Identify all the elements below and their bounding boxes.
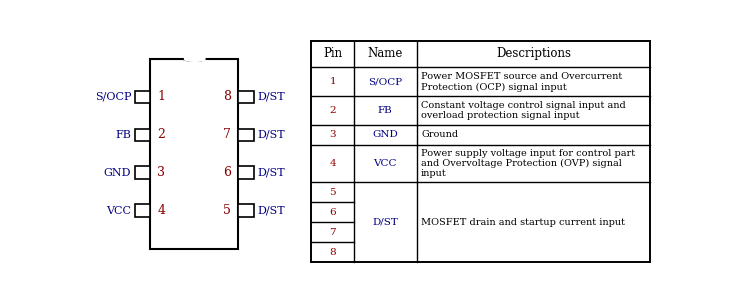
Text: 6: 6 (223, 166, 231, 179)
Text: 3: 3 (330, 130, 336, 140)
Text: VCC: VCC (373, 159, 397, 168)
Text: 3: 3 (157, 166, 165, 179)
Text: Pin: Pin (323, 47, 342, 60)
Text: D/ST: D/ST (373, 218, 398, 227)
Text: S/OCP: S/OCP (95, 92, 131, 102)
Text: Name: Name (367, 47, 403, 60)
Text: 4: 4 (330, 159, 336, 168)
Text: D/ST: D/ST (257, 206, 285, 216)
Text: S/OCP: S/OCP (368, 77, 402, 86)
Text: 2: 2 (330, 106, 336, 115)
Text: 8: 8 (223, 91, 231, 103)
Text: Ground: Ground (421, 130, 459, 140)
Bar (238, 91, 254, 103)
Text: 1: 1 (157, 91, 165, 103)
Text: 1: 1 (330, 77, 336, 86)
Text: 7: 7 (223, 128, 231, 141)
Text: Power MOSFET source and Overcurrent
Protection (OCP) signal input: Power MOSFET source and Overcurrent Prot… (421, 72, 623, 92)
Text: GND: GND (104, 168, 131, 178)
Text: FB: FB (115, 130, 131, 140)
Text: GND: GND (373, 130, 398, 140)
Text: 8: 8 (330, 248, 336, 257)
Text: FB: FB (378, 106, 393, 115)
Text: 7: 7 (330, 228, 336, 237)
Text: 2: 2 (157, 128, 165, 141)
Text: D/ST: D/ST (257, 92, 285, 102)
Bar (135, 128, 150, 141)
Bar (311, 40, 650, 262)
Bar (150, 59, 238, 248)
Text: Descriptions: Descriptions (496, 47, 571, 60)
Text: VCC: VCC (106, 206, 131, 216)
Bar (238, 204, 254, 217)
Bar (135, 204, 150, 217)
Text: 5: 5 (223, 204, 231, 217)
Text: Constant voltage control signal input and
overload protection signal input: Constant voltage control signal input an… (421, 101, 625, 121)
Text: Power supply voltage input for control part
and Overvoltage Protection (OVP) sig: Power supply voltage input for control p… (421, 148, 635, 178)
Bar (135, 167, 150, 179)
Text: MOSFET drain and startup current input: MOSFET drain and startup current input (421, 218, 625, 227)
Text: D/ST: D/ST (257, 168, 285, 178)
Text: 4: 4 (157, 204, 165, 217)
Bar (238, 128, 254, 141)
Text: 5: 5 (330, 188, 336, 197)
Bar (238, 167, 254, 179)
Text: D/ST: D/ST (257, 130, 285, 140)
Bar (135, 91, 150, 103)
Text: 6: 6 (330, 208, 336, 217)
